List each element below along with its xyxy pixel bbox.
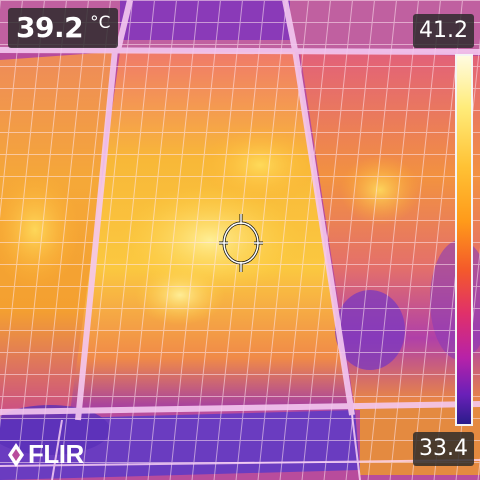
spot-temperature-unit: °C xyxy=(90,8,110,38)
flir-logo-text: FLIR xyxy=(28,439,84,470)
color-scale-bar xyxy=(455,54,473,426)
flir-flame-icon xyxy=(6,442,26,468)
flir-logo: FLIR xyxy=(6,439,84,470)
spot-temperature-readout: 39.2 °C xyxy=(8,8,118,48)
spot-meter-crosshair-icon xyxy=(218,212,264,274)
scale-min-value: 33.4 xyxy=(413,432,474,466)
scale-max-value: 41.2 xyxy=(413,14,474,48)
spot-temperature-value: 39.2 xyxy=(16,8,83,48)
